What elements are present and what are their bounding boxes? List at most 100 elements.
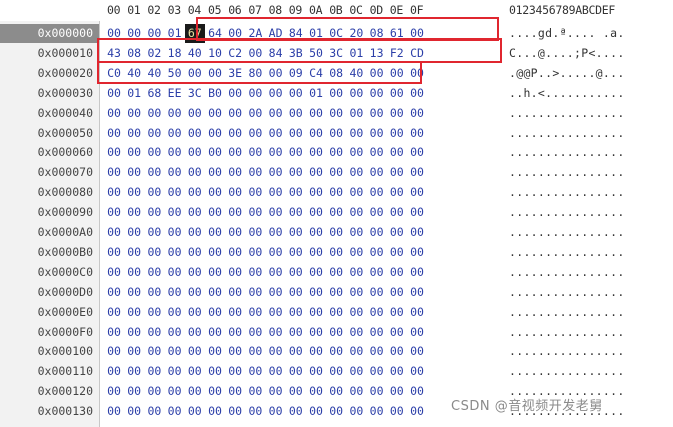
hex-byte[interactable]: 00: [410, 105, 424, 120]
hex-byte[interactable]: 00: [349, 244, 364, 259]
hex-byte[interactable]: 01: [309, 85, 323, 100]
hex-byte[interactable]: 00: [309, 404, 323, 419]
hex-byte[interactable]: 00: [107, 364, 121, 379]
hex-byte[interactable]: 3B: [288, 45, 303, 60]
hex-byte[interactable]: F2: [389, 45, 404, 60]
hex-byte[interactable]: 00: [248, 324, 263, 339]
hex-row[interactable]: 0x000090 00 00 00 00 00 00 00 00 00 00 00 00 00 00 00 00…: [0, 203, 673, 222]
hex-byte[interactable]: 00: [167, 125, 182, 140]
hex-byte[interactable]: 00: [410, 264, 424, 279]
hex-byte[interactable]: 00: [329, 284, 344, 299]
hex-byte[interactable]: 00: [329, 304, 344, 319]
hex-byte[interactable]: 00: [167, 344, 182, 359]
hex-byte[interactable]: 00: [107, 26, 121, 40]
hex-byte[interactable]: 43: [107, 45, 121, 60]
hex-byte[interactable]: 00: [248, 145, 263, 160]
hex-byte[interactable]: 00: [107, 384, 121, 399]
hex-byte[interactable]: 00: [208, 344, 222, 359]
hex-byte[interactable]: 00: [389, 125, 404, 140]
hex-byte[interactable]: 00: [349, 324, 364, 339]
hex-byte[interactable]: 00: [147, 185, 162, 200]
hex-byte[interactable]: 00: [228, 304, 243, 319]
hex-byte[interactable]: 00: [248, 165, 263, 180]
hex-byte[interactable]: 00: [309, 284, 323, 299]
hex-byte[interactable]: 00: [288, 185, 303, 200]
hex-byte[interactable]: 00: [329, 244, 344, 259]
hex-byte[interactable]: 00: [167, 284, 182, 299]
hex-byte[interactable]: B0: [208, 85, 222, 100]
hex-byte[interactable]: 00: [410, 165, 424, 180]
hex-byte[interactable]: 00: [187, 145, 202, 160]
hex-byte[interactable]: 00: [389, 205, 404, 220]
hex-byte[interactable]: 00: [187, 125, 202, 140]
hex-byte[interactable]: 00: [107, 165, 121, 180]
ascii-text[interactable]: ................: [509, 125, 625, 140]
hex-byte[interactable]: 00: [208, 185, 222, 200]
hex-byte[interactable]: 00: [329, 324, 344, 339]
hex-byte[interactable]: 00: [127, 324, 142, 339]
hex-byte[interactable]: 00: [147, 364, 162, 379]
hex-byte[interactable]: 00: [329, 85, 344, 100]
hex-byte[interactable]: 00: [107, 264, 121, 279]
ascii-text[interactable]: ..h.<...........: [509, 85, 625, 100]
hex-byte[interactable]: 00: [187, 364, 202, 379]
hex-byte[interactable]: 00: [208, 145, 222, 160]
hex-byte[interactable]: 00: [268, 225, 283, 239]
hex-byte[interactable]: 00: [410, 284, 424, 299]
ascii-text[interactable]: C...@....;P<....: [509, 45, 625, 60]
hex-byte[interactable]: 00: [228, 264, 243, 279]
hex-byte[interactable]: 3C: [329, 45, 344, 60]
ascii-text[interactable]: ................: [509, 105, 625, 120]
hex-byte[interactable]: 00: [228, 324, 243, 339]
hex-byte[interactable]: 00: [268, 404, 283, 419]
hex-byte[interactable]: 00: [349, 264, 364, 279]
hex-byte[interactable]: 00: [389, 364, 404, 379]
ascii-text[interactable]: ................: [509, 145, 625, 160]
ascii-text[interactable]: ................: [509, 185, 625, 200]
hex-byte[interactable]: 00: [288, 225, 303, 239]
hex-byte[interactable]: 00: [127, 384, 142, 399]
hex-byte[interactable]: 00: [349, 225, 364, 239]
hex-byte[interactable]: 00: [410, 324, 424, 339]
hex-byte[interactable]: 00: [389, 324, 404, 339]
hex-byte[interactable]: 67: [184, 24, 205, 43]
hex-byte[interactable]: 00: [208, 65, 222, 80]
hex-byte[interactable]: 00: [147, 205, 162, 220]
hex-byte[interactable]: 00: [208, 205, 222, 220]
hex-byte[interactable]: 00: [329, 165, 344, 180]
hex-byte[interactable]: 00: [127, 26, 142, 40]
hex-byte[interactable]: 00: [268, 244, 283, 259]
hex-byte[interactable]: 00: [208, 244, 222, 259]
hex-byte[interactable]: 3E: [228, 65, 243, 80]
hex-byte[interactable]: 00: [127, 344, 142, 359]
hex-byte[interactable]: 00: [127, 165, 142, 180]
hex-byte[interactable]: 00: [248, 85, 263, 100]
hex-byte[interactable]: 00: [228, 205, 243, 220]
hex-byte[interactable]: 00: [187, 65, 202, 80]
hex-row[interactable]: 0x000110 00 00 00 00 00 00 00 00 00 00 00 00 00 00 00 00…: [0, 362, 673, 381]
hex-byte[interactable]: 00: [107, 404, 121, 419]
hex-row[interactable]: 0x0000B0 00 00 00 00 00 00 00 00 00 00 00 00 00 00 00 00…: [0, 243, 673, 262]
hex-byte[interactable]: 00: [349, 364, 364, 379]
hex-byte[interactable]: 00: [248, 264, 263, 279]
hex-byte[interactable]: 00: [268, 85, 283, 100]
hex-byte[interactable]: 00: [107, 344, 121, 359]
hex-byte[interactable]: 00: [369, 264, 384, 279]
hex-row[interactable]: 0x000100 00 00 00 00 00 00 00 00 00 00 00 00 00 00 00 00…: [0, 342, 673, 361]
hex-byte[interactable]: 00: [349, 85, 364, 100]
hex-byte[interactable]: 00: [349, 145, 364, 160]
hex-byte[interactable]: 00: [228, 185, 243, 200]
hex-byte[interactable]: 00: [147, 284, 162, 299]
hex-byte[interactable]: 00: [349, 105, 364, 120]
hex-byte[interactable]: 00: [410, 26, 424, 40]
hex-byte[interactable]: 00: [208, 324, 222, 339]
hex-row[interactable]: 0x000020 C0 40 40 50 00 00 3E 80 00 09 C4 08 40 00 00 00…: [0, 64, 673, 83]
hex-byte[interactable]: 00: [309, 364, 323, 379]
hex-byte[interactable]: 00: [248, 404, 263, 419]
hex-byte[interactable]: 00: [369, 324, 384, 339]
hex-byte[interactable]: 00: [107, 145, 121, 160]
hex-row[interactable]: 0x000050 00 00 00 00 00 00 00 00 00 00 00 00 00 00 00 00…: [0, 124, 673, 143]
hex-byte[interactable]: 00: [369, 185, 384, 200]
hex-byte[interactable]: 00: [268, 284, 283, 299]
ascii-text[interactable]: ................: [509, 244, 625, 259]
